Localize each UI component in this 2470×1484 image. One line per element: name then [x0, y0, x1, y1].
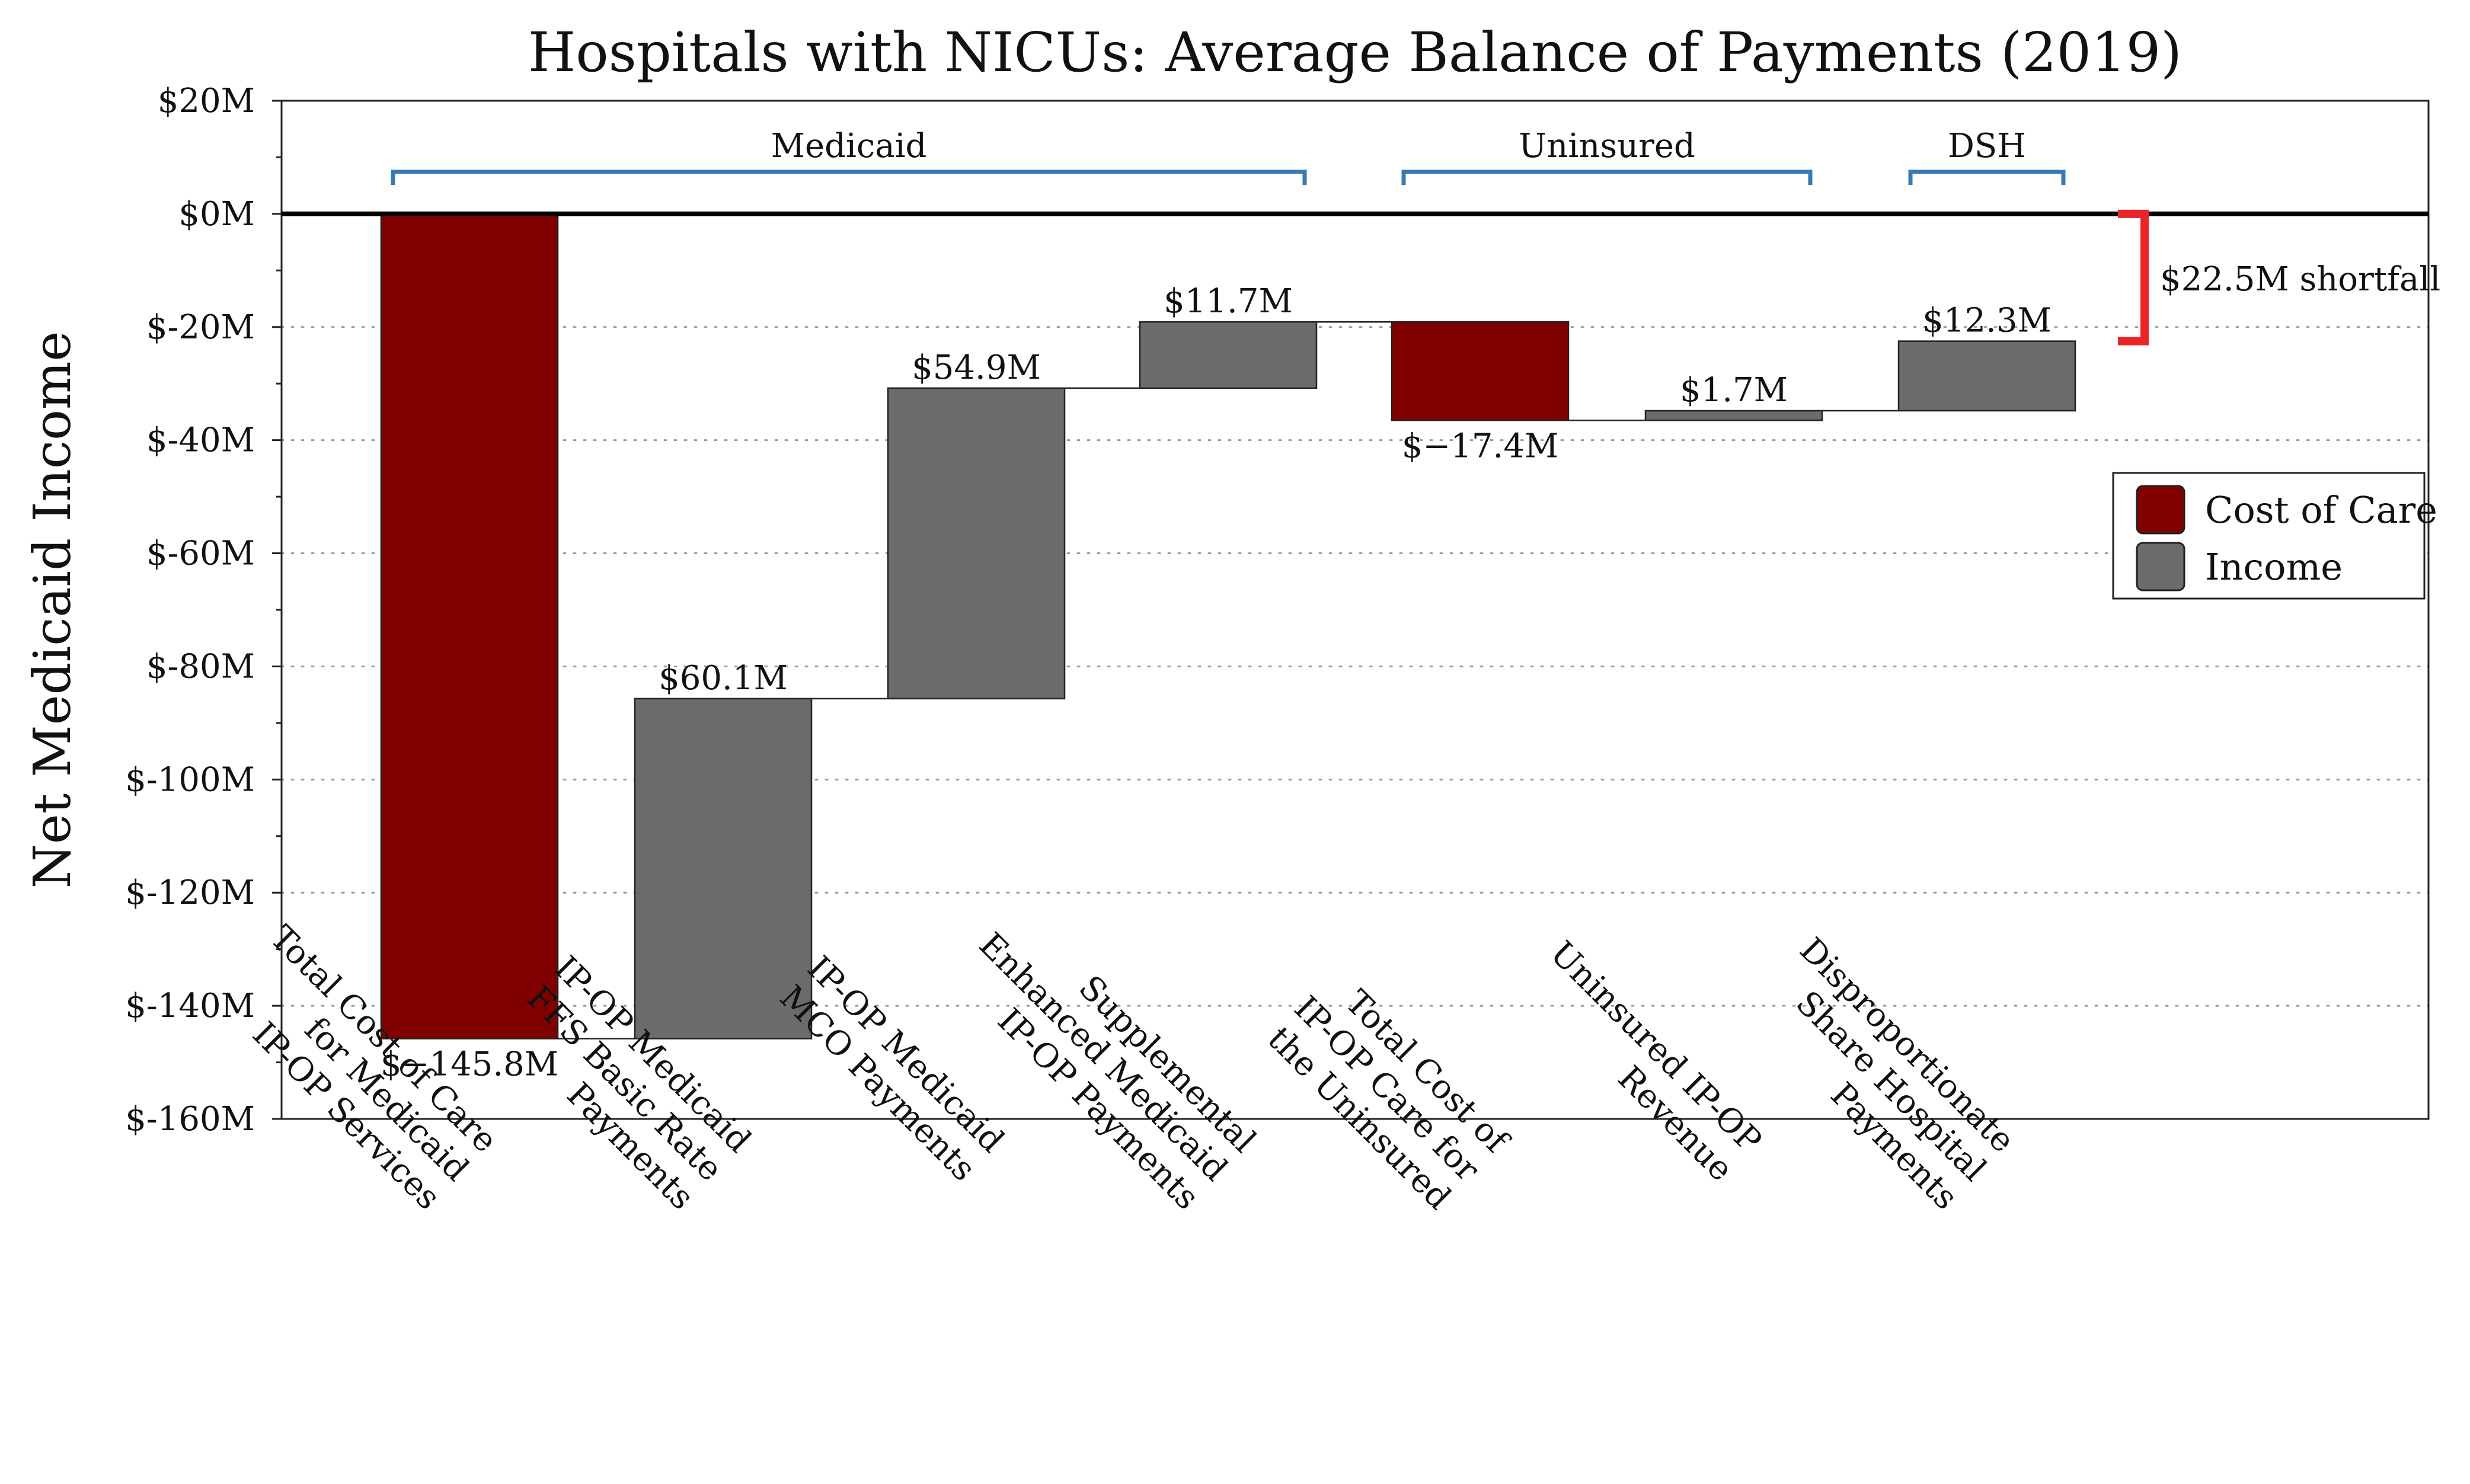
- shortfall-bracket: [2118, 209, 2149, 346]
- y-tick-label: $-80M: [146, 647, 255, 686]
- y-tick-label: $-140M: [125, 987, 255, 1025]
- y-tick-label: $-40M: [146, 421, 255, 460]
- y-tick-label: $-100M: [125, 760, 255, 799]
- group-label: Medicaid: [771, 127, 927, 165]
- plot-frame: [280, 100, 2430, 1120]
- bar-value-label: $1.7M: [1680, 371, 1788, 410]
- group-bracket: [1401, 169, 1813, 185]
- y-tick-label: $0M: [178, 195, 255, 234]
- legend-swatch: [2136, 485, 2185, 535]
- waterfall-bar-income: [887, 387, 1066, 700]
- y-tick-label: $-20M: [146, 308, 255, 347]
- bar-value-label: $−17.4M: [1402, 427, 1559, 465]
- waterfall-bar-income: [634, 698, 813, 1040]
- legend-label: Income: [2205, 545, 2343, 589]
- group-label: Uninsured: [1519, 127, 1695, 165]
- legend-swatch: [2136, 542, 2185, 591]
- bar-value-label: $60.1M: [659, 659, 788, 698]
- bar-value-label: $12.3M: [1922, 302, 2052, 340]
- group-bracket: [1908, 169, 2066, 185]
- bar-value-label: $11.7M: [1164, 282, 1293, 321]
- y-tick-label: $20M: [158, 82, 255, 120]
- y-tick-label: $-160M: [125, 1100, 255, 1138]
- bar-value-label: $−145.8M: [381, 1045, 558, 1083]
- waterfall-bar-income: [1897, 340, 2076, 412]
- y-tick-label: $-60M: [146, 535, 255, 573]
- waterfall-bar-income: [1644, 410, 1823, 421]
- x-tick-label-line: Enhanced Medicaid: [972, 925, 1235, 1188]
- y-tick-label: $-120M: [125, 874, 255, 912]
- legend-label: Cost of Care: [2205, 488, 2437, 532]
- waterfall-bar-income: [1139, 321, 1318, 389]
- group-label: DSH: [1948, 127, 2026, 165]
- waterfall-bar-cost: [1391, 321, 1570, 421]
- y-axis-label: Net Medicaid Income: [23, 331, 82, 889]
- bar-value-label: $54.9M: [912, 348, 1041, 387]
- shortfall-label: $22.5M shortfall: [2160, 260, 2440, 299]
- waterfall-bar-cost: [380, 213, 559, 1040]
- chart-title: Hospitals with NICUs: Average Balance of…: [528, 21, 2182, 84]
- group-bracket: [391, 169, 1307, 185]
